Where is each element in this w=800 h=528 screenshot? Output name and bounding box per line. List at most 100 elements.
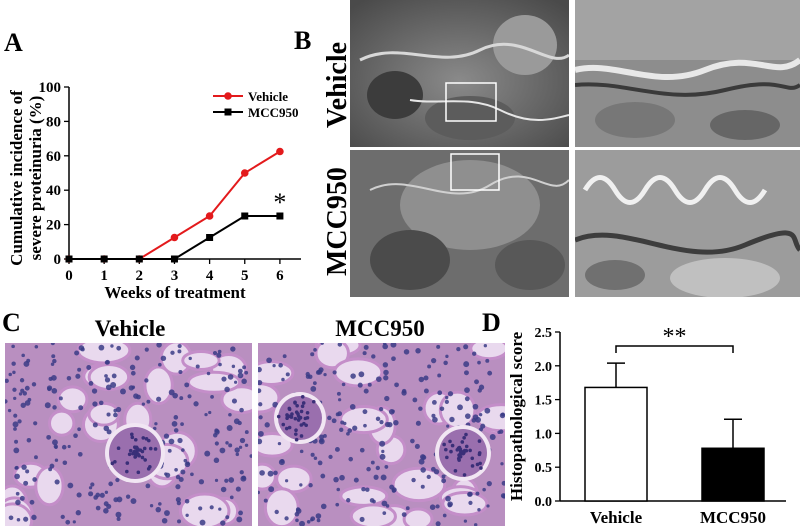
tubule-lumen xyxy=(258,432,294,458)
nucleus xyxy=(457,404,463,411)
nucleus xyxy=(337,343,343,347)
bar-vehicle xyxy=(584,386,648,502)
tubule-lumen xyxy=(258,462,277,491)
nucleus xyxy=(181,448,185,452)
nucleus xyxy=(418,376,425,383)
bar-mcc950 xyxy=(701,447,765,502)
nucleus xyxy=(173,415,179,420)
glomerular-nucleus xyxy=(460,450,465,454)
nucleus xyxy=(204,412,208,417)
nucleus xyxy=(11,361,16,366)
nucleus xyxy=(144,378,149,383)
nucleus xyxy=(323,372,327,377)
nucleus xyxy=(244,370,249,375)
nucleus xyxy=(110,344,114,348)
nucleus xyxy=(52,439,58,446)
x-tick-label: 0 xyxy=(65,268,73,284)
nucleus xyxy=(180,469,186,475)
nucleus xyxy=(464,396,470,402)
nucleus xyxy=(432,416,438,423)
nucleus xyxy=(272,364,276,368)
nucleus xyxy=(501,480,505,486)
y-tick-label: 1.0 xyxy=(535,427,553,442)
nucleus xyxy=(273,470,278,476)
data-point-mcc950 xyxy=(100,255,108,263)
nucleus xyxy=(299,449,304,454)
nucleus xyxy=(420,484,425,489)
nucleus xyxy=(378,406,384,412)
nucleus xyxy=(145,483,151,489)
nucleus xyxy=(98,344,105,351)
nucleus xyxy=(62,460,68,466)
nucleus xyxy=(179,396,184,401)
glomerular-nucleus xyxy=(462,435,466,440)
nucleus xyxy=(446,424,450,428)
y-tick-label: 2.0 xyxy=(535,360,553,375)
nucleus xyxy=(156,343,162,348)
y-tick-label: 60 xyxy=(46,149,61,165)
glomerular-nucleus xyxy=(130,432,134,437)
nucleus xyxy=(381,449,385,454)
nucleus xyxy=(46,434,52,440)
nucleus xyxy=(338,398,342,402)
nucleus xyxy=(220,486,227,493)
nucleus xyxy=(19,378,25,383)
nucleus xyxy=(318,438,325,445)
nucleus xyxy=(231,364,236,369)
panel-b-letter: B xyxy=(294,26,312,55)
nucleus xyxy=(77,451,83,457)
nucleus xyxy=(475,491,480,496)
nucleus xyxy=(258,402,263,407)
nucleus xyxy=(312,381,317,386)
glomerular-nucleus xyxy=(470,456,475,461)
nucleus xyxy=(165,472,171,478)
nucleus xyxy=(50,362,55,367)
nucleus xyxy=(106,412,111,417)
nucleus xyxy=(244,430,249,435)
nucleus xyxy=(17,419,22,424)
nucleus xyxy=(156,396,162,402)
nucleus xyxy=(229,495,234,500)
nucleus xyxy=(346,431,350,436)
tubule-lumen xyxy=(263,487,300,526)
nucleus xyxy=(88,491,94,497)
nucleus xyxy=(99,492,105,498)
nucleus xyxy=(220,520,226,526)
nucleus xyxy=(426,474,431,480)
nucleus xyxy=(239,470,244,475)
nucleus xyxy=(238,510,243,516)
glomerular-nucleus xyxy=(125,461,130,465)
nucleus xyxy=(239,407,244,413)
y-tick-label: 0.5 xyxy=(535,461,553,476)
nucleus xyxy=(54,445,58,449)
nucleus xyxy=(164,510,170,516)
nucleus xyxy=(305,371,310,377)
nucleus xyxy=(149,504,154,508)
nucleus xyxy=(226,425,233,431)
y-tick-label: 2.5 xyxy=(535,326,553,341)
nucleus xyxy=(498,429,504,434)
nucleus xyxy=(244,443,249,448)
nucleus xyxy=(436,344,441,349)
nucleus xyxy=(91,388,98,394)
nucleus xyxy=(7,408,12,413)
nucleus xyxy=(382,362,389,368)
nucleus xyxy=(336,487,341,492)
nucleus xyxy=(77,367,82,372)
nucleus xyxy=(228,477,235,483)
nucleus xyxy=(480,423,486,429)
significance-stars: ** xyxy=(663,324,687,350)
nucleus xyxy=(113,412,118,418)
nucleus xyxy=(429,504,436,510)
nucleus xyxy=(115,477,120,483)
nucleus xyxy=(464,370,469,376)
nucleus xyxy=(236,516,243,523)
glomerular-nucleus xyxy=(442,442,446,447)
nucleus xyxy=(370,460,375,465)
nucleus xyxy=(431,413,436,418)
nucleus xyxy=(348,456,353,462)
nucleus xyxy=(184,382,190,388)
panel-a-letter: A xyxy=(4,28,23,57)
nucleus xyxy=(48,376,53,381)
glomerular-nucleus xyxy=(127,452,132,457)
